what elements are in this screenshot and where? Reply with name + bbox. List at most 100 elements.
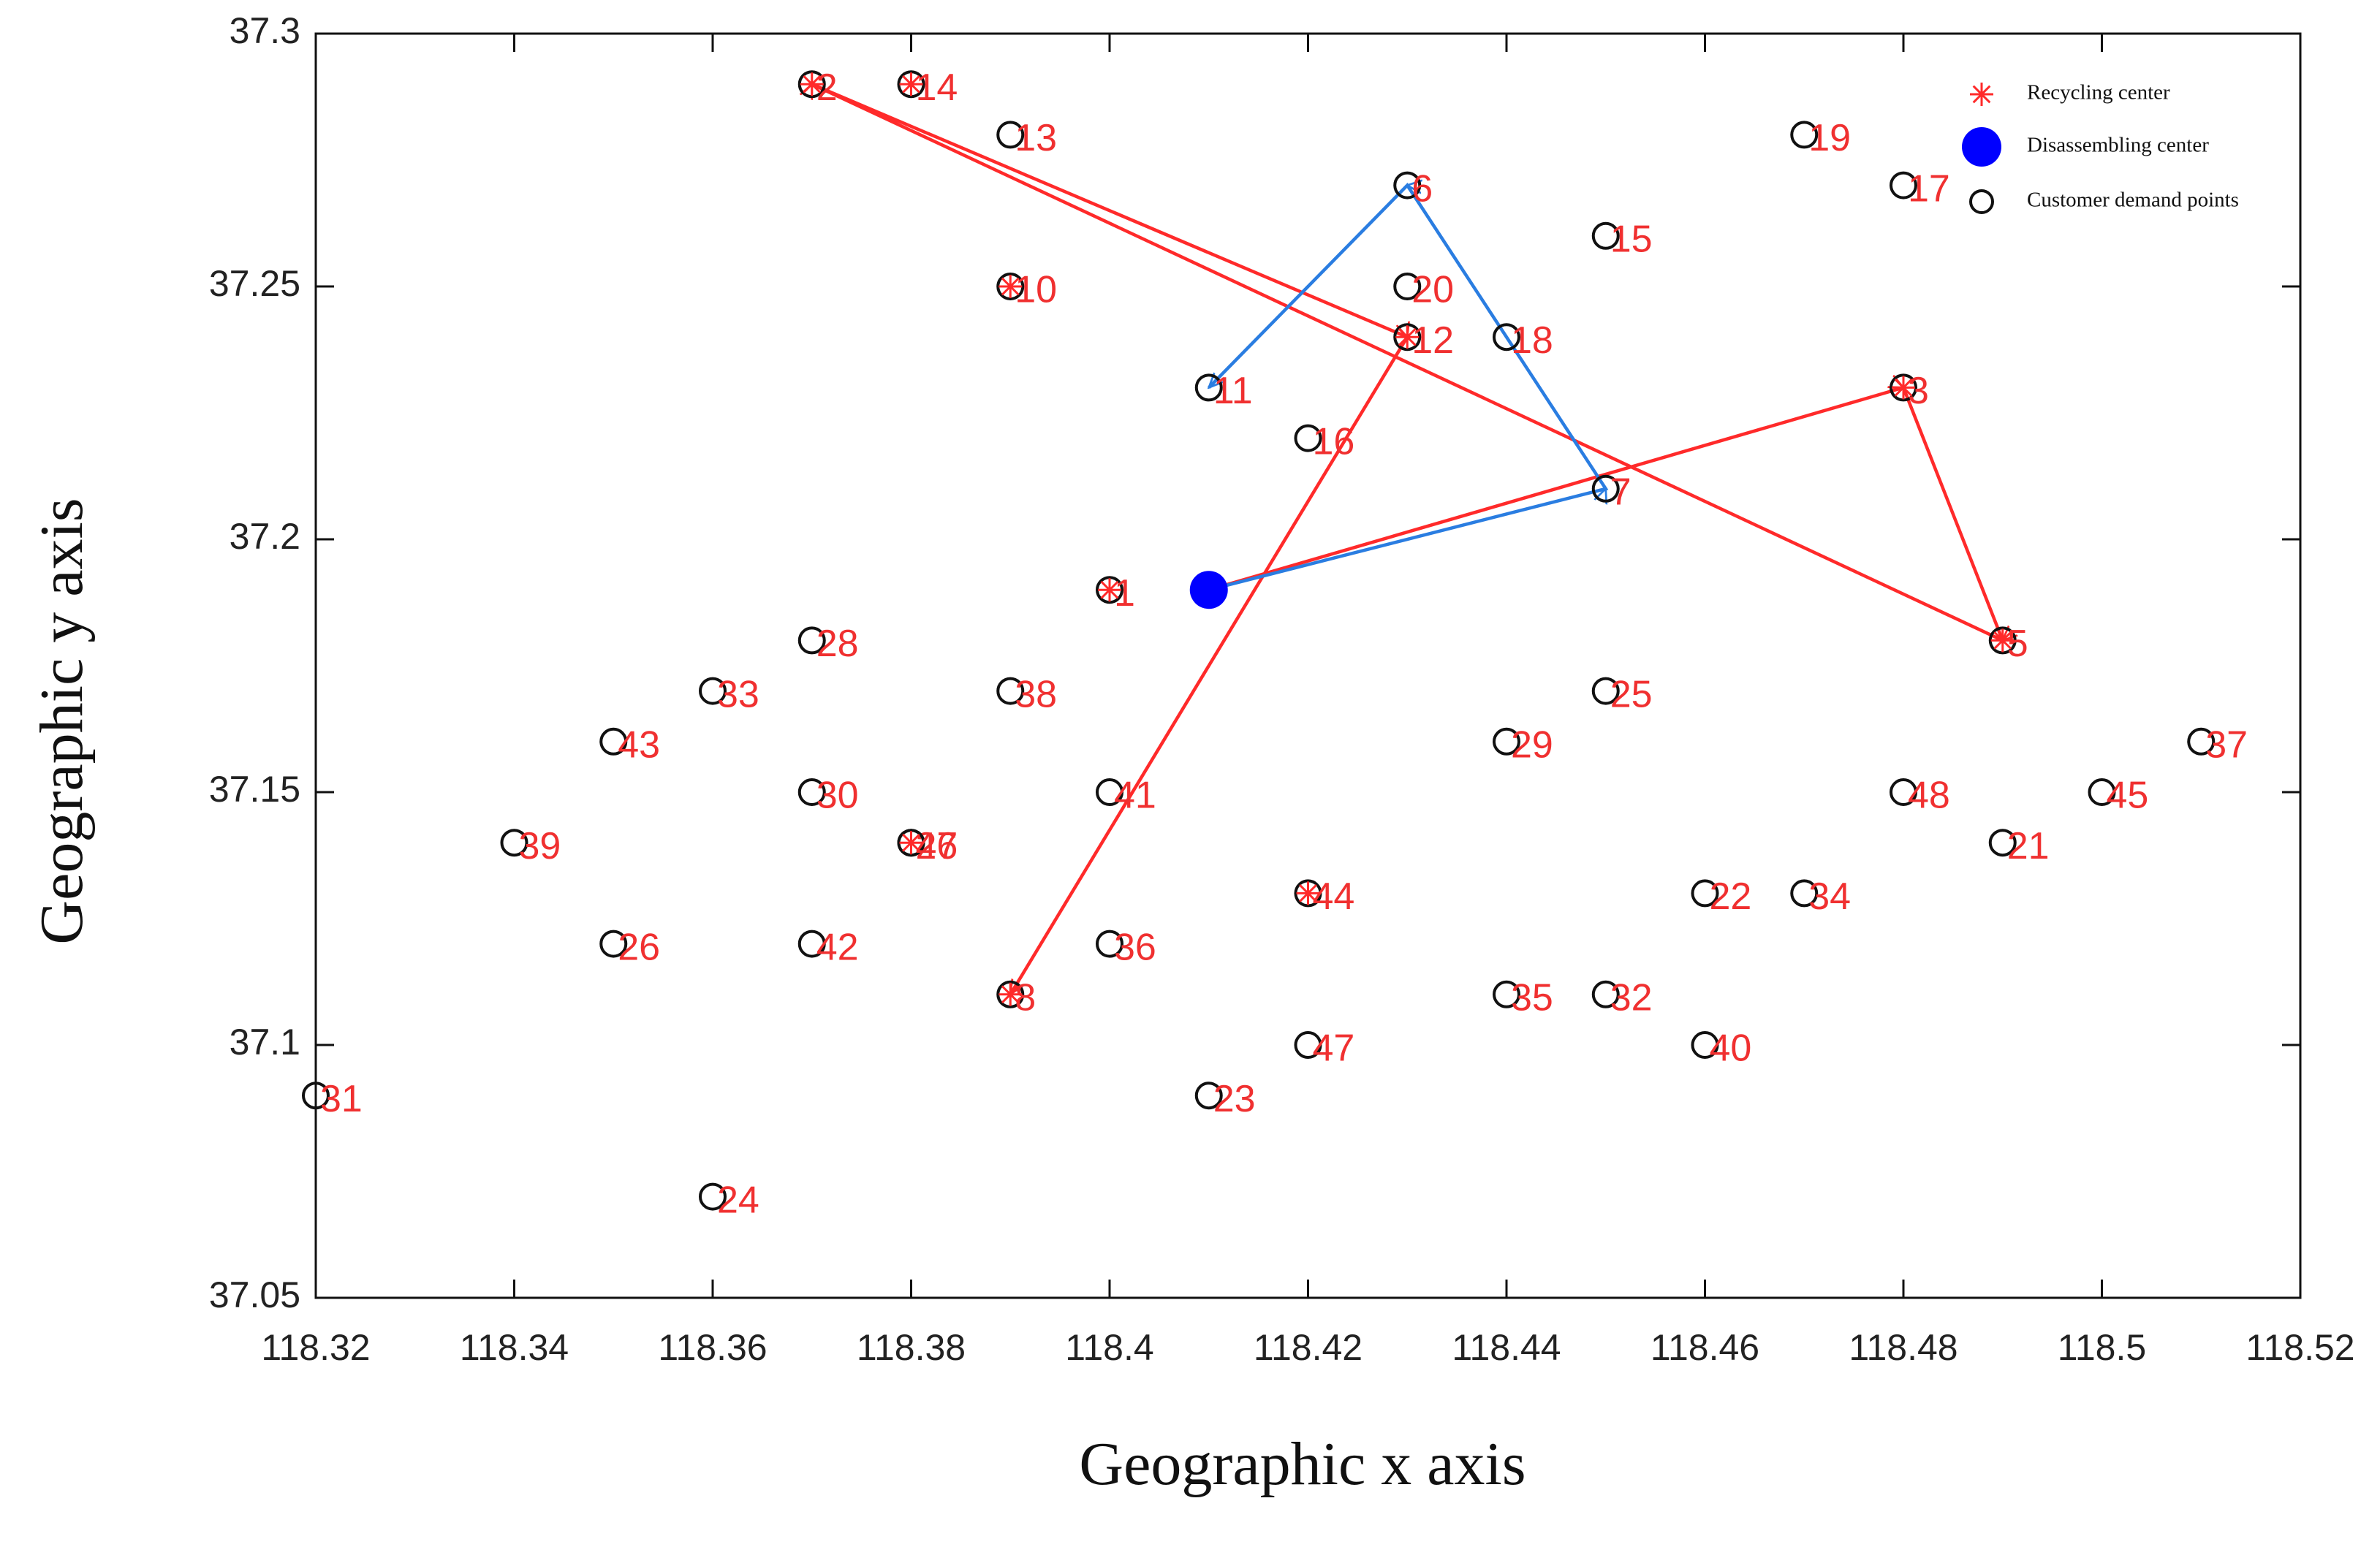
- point-label: 29: [1511, 724, 1553, 767]
- customer-point: [1691, 879, 1719, 908]
- star-marker: [1892, 376, 1915, 400]
- customer-point: [1393, 273, 1422, 300]
- customer-point: [1591, 474, 1620, 503]
- point-label: 34: [1808, 875, 1851, 918]
- star-marker: [1990, 628, 2015, 653]
- point-label: 40: [1710, 1027, 1752, 1070]
- x-tick-label: 118.38: [857, 1327, 966, 1368]
- y-tick-label: 37.05: [209, 1274, 300, 1315]
- star-marker: [998, 275, 1023, 298]
- star-marker: [899, 831, 923, 855]
- star-marker: [998, 982, 1023, 1006]
- star-marker: [1098, 578, 1121, 602]
- y-tick-label: 37.3: [230, 10, 300, 51]
- star-marker: [1395, 325, 1420, 349]
- y-tick-label: 37.15: [209, 769, 300, 810]
- point-label: 22: [1710, 875, 1752, 918]
- dismantling-center: [1189, 571, 1228, 609]
- point-label: 8: [1015, 977, 1036, 1019]
- point-label: 6: [1411, 167, 1433, 210]
- customer-point: [996, 121, 1025, 149]
- point-label: 14: [916, 66, 958, 109]
- point-label: 45: [2107, 775, 2149, 817]
- legend-label: Recycling center: [2027, 81, 2170, 104]
- point-label: 25: [1610, 673, 1653, 715]
- x-tick-label: 118.4: [1065, 1327, 1153, 1368]
- point-label: 15: [1610, 218, 1653, 261]
- point-label: 36: [1114, 926, 1156, 968]
- point-label: 12: [1411, 319, 1454, 362]
- plot-frame: [314, 32, 2302, 1299]
- customer-point: [302, 1082, 330, 1110]
- x-tick-label: 118.34: [460, 1327, 569, 1368]
- customer-point: [797, 778, 826, 806]
- point-label: 42: [816, 926, 859, 968]
- customer-point: [500, 829, 528, 857]
- point-label: 7: [1610, 471, 1631, 514]
- customer-point: [996, 980, 1025, 1008]
- point-label: 1: [1114, 572, 1135, 615]
- y-tick-label: 37.1: [230, 1022, 300, 1063]
- point-label: 35: [1511, 977, 1553, 1019]
- customer-point: [1194, 1082, 1223, 1110]
- customer-point: [1790, 879, 1819, 908]
- customer-point: [1493, 727, 1520, 756]
- point-label: 3: [1908, 370, 1929, 412]
- star-marker: [800, 72, 824, 96]
- point-label: 41: [1114, 775, 1156, 817]
- y-axis-title: Geographic y axis: [28, 498, 96, 944]
- customer-point: [897, 70, 925, 99]
- customer-point: [1294, 879, 1322, 908]
- customer-point: [1988, 829, 2017, 857]
- customer-point: [1096, 930, 1123, 958]
- point-label: 2: [816, 66, 838, 109]
- y-tick-label: 37.2: [230, 516, 300, 557]
- customer-point: [797, 930, 826, 958]
- x-tick-label: 118.5: [2058, 1327, 2146, 1368]
- star-marker: [1296, 881, 1320, 905]
- point-label: 24: [717, 1179, 759, 1221]
- point-label: 31: [320, 1078, 363, 1120]
- customer-point: [797, 70, 826, 99]
- y-tick-label: 37.25: [209, 263, 300, 304]
- customer-point: [1988, 626, 2017, 655]
- point-label: 13: [1015, 117, 1057, 159]
- point-label: 28: [816, 623, 859, 665]
- point-label: 33: [717, 673, 759, 715]
- point-label: 23: [1213, 1078, 1256, 1120]
- point-label: 17: [1908, 167, 1950, 210]
- customer-point: [1294, 1031, 1322, 1059]
- point-label: 43: [618, 724, 660, 767]
- point-label: 16: [1313, 420, 1355, 463]
- x-tick-label: 118.32: [261, 1327, 370, 1368]
- legend-label: Customer demand points: [2027, 189, 2239, 212]
- x-tick-label: 118.46: [1651, 1327, 1759, 1368]
- customer-point: [1096, 778, 1123, 806]
- x-tick-label: 118.52: [2246, 1327, 2354, 1368]
- customer-point: [1393, 171, 1422, 199]
- route: [1209, 186, 1609, 592]
- point-label: 5: [2007, 623, 2028, 665]
- point-label: 11: [1213, 370, 1253, 412]
- customer-point: [1890, 373, 1917, 402]
- customer-point: [1691, 1031, 1719, 1059]
- customer-point: [699, 1182, 727, 1211]
- customer-point: [1890, 171, 1917, 199]
- customer-point: [2088, 778, 2116, 806]
- x-tick-label: 118.44: [1452, 1327, 1561, 1368]
- point-label: 10: [1015, 269, 1057, 311]
- customer-point: [599, 930, 628, 958]
- customer-point: [1493, 323, 1520, 351]
- legend-star: [1970, 83, 1993, 106]
- customer-point: [996, 677, 1025, 705]
- x-tick-label: 118.42: [1254, 1327, 1363, 1368]
- point-label: 39: [519, 825, 561, 867]
- legend-circle: [1969, 189, 1994, 214]
- point-label: 48: [1908, 775, 1950, 817]
- x-tick-label: 118.36: [658, 1327, 767, 1368]
- customer-point: [1591, 221, 1620, 250]
- legend-dot: [1962, 127, 2001, 167]
- customer-point: [996, 273, 1025, 300]
